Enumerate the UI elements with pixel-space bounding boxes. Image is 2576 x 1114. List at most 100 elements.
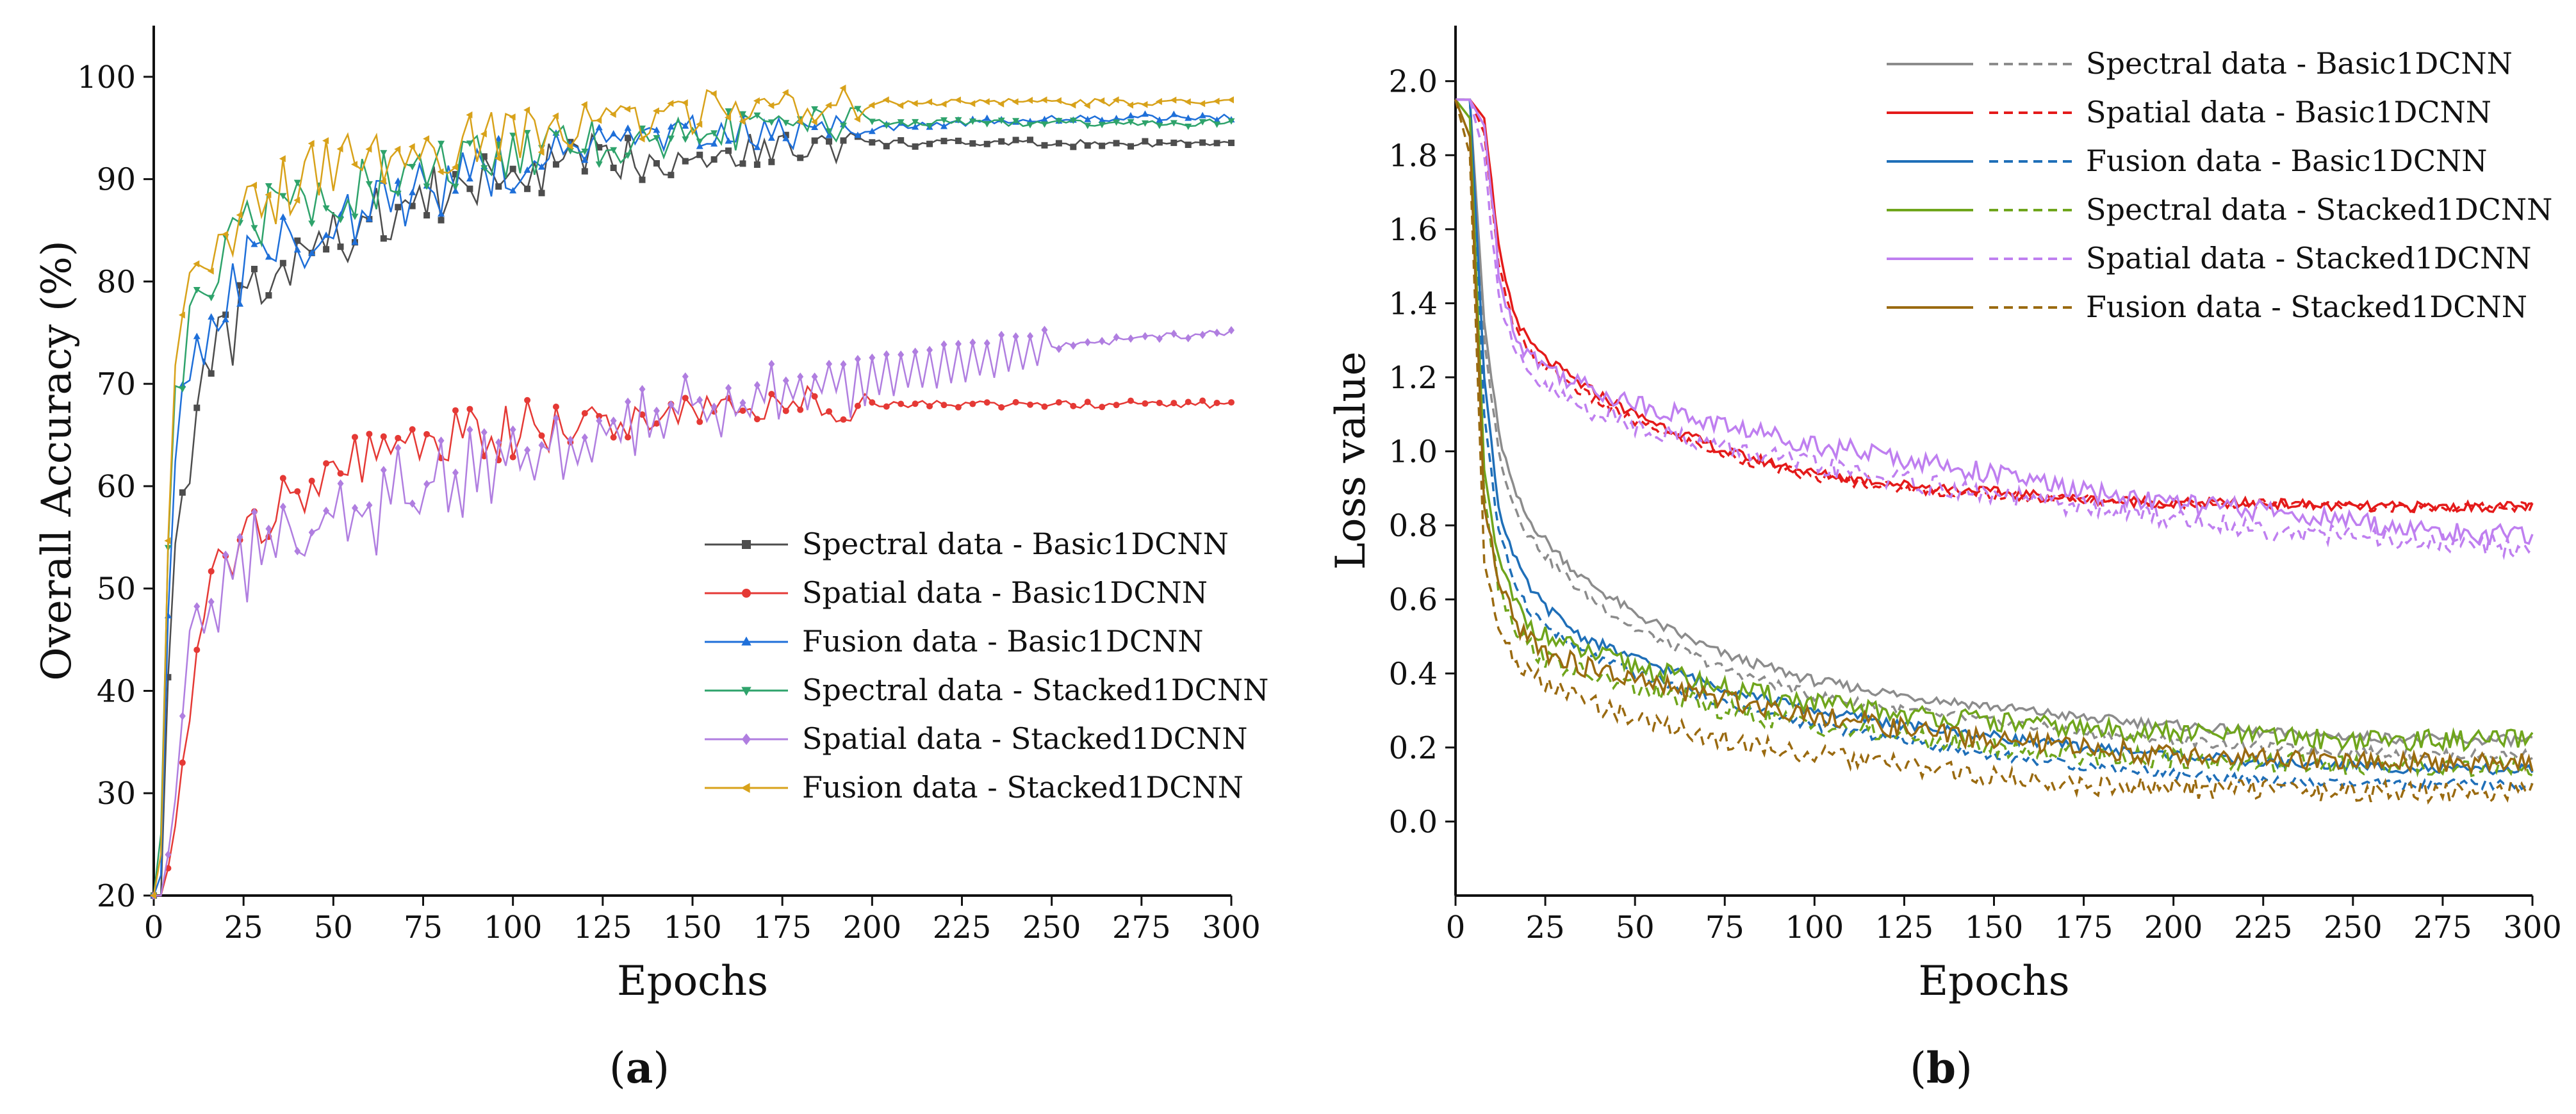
legend-marker (742, 540, 751, 549)
data-point (236, 300, 244, 307)
data-point (466, 185, 473, 192)
data-point (1041, 142, 1048, 149)
data-point (667, 100, 674, 108)
panel-a-x-tick-label: 250 (1022, 910, 1081, 946)
data-point (940, 340, 948, 349)
data-point (682, 158, 689, 165)
data-point (179, 386, 186, 393)
data-point (653, 420, 660, 427)
data-point (854, 131, 862, 138)
data-point (466, 425, 473, 434)
data-point (998, 331, 1005, 340)
data-point (1027, 401, 1034, 408)
data-point (1055, 140, 1062, 147)
series-dashed-line-spectral-data-stacked1dcnn (1454, 99, 2533, 778)
data-point (840, 360, 847, 369)
data-point (1156, 334, 1163, 343)
data-point (767, 102, 775, 110)
data-point (423, 430, 431, 438)
data-point (912, 119, 919, 126)
data-point (810, 118, 817, 126)
data-point (912, 400, 919, 407)
data-point (480, 428, 488, 437)
data-point (926, 98, 933, 106)
panel-b-y-tick-label: 1.8 (1389, 138, 1438, 174)
panel-b-y-tick-label: 0.6 (1389, 582, 1438, 618)
data-point (380, 235, 387, 242)
data-point (265, 191, 272, 199)
data-point (1099, 142, 1106, 149)
data-point (524, 397, 531, 404)
panel-b-x-tick-label: 125 (1875, 910, 1934, 946)
data-point (552, 161, 559, 168)
series-solid-line-spectral-data-stacked1dcnn (1454, 99, 2534, 753)
data-point (898, 350, 905, 359)
data-point (322, 137, 329, 145)
panel-b-x-axis-title: Epochs (1918, 958, 2069, 1005)
data-point (524, 446, 531, 455)
data-point (1141, 110, 1149, 117)
data-point (696, 151, 703, 158)
data-point (337, 243, 344, 250)
data-point (438, 210, 445, 217)
data-point (365, 145, 372, 153)
data-point (940, 100, 947, 108)
panel-a-x-axis-title: Epochs (617, 958, 768, 1005)
data-point (1170, 329, 1177, 338)
data-point (193, 602, 201, 611)
panel-a-y-tick-label: 20 (97, 878, 136, 914)
data-point (1055, 399, 1062, 406)
panel-a-y-tick-label: 70 (97, 366, 136, 402)
data-point (438, 436, 445, 445)
data-point (567, 436, 574, 445)
data-point (1170, 400, 1177, 407)
data-point (1199, 100, 1206, 108)
data-point (811, 137, 818, 144)
panel-b-x-tick-label: 25 (1526, 910, 1565, 946)
data-point (796, 118, 803, 126)
series-fusion-data-stacked1dcnn (1454, 99, 2534, 805)
data-point (1213, 140, 1220, 147)
data-point (538, 190, 545, 197)
data-point (1170, 96, 1177, 104)
data-point (768, 359, 775, 368)
data-point (1185, 123, 1192, 130)
data-point (193, 287, 201, 294)
data-point (208, 313, 215, 320)
data-point (1098, 117, 1106, 124)
data-point (250, 240, 258, 247)
data-point (1199, 397, 1206, 404)
data-point (639, 411, 646, 418)
data-point (1027, 332, 1034, 341)
data-point (1170, 120, 1177, 127)
data-point (1069, 117, 1077, 124)
data-point (725, 108, 732, 115)
data-point (682, 395, 689, 402)
data-point (495, 135, 502, 142)
data-point (409, 163, 416, 170)
panel-a-x-tick-label: 75 (404, 910, 443, 946)
data-point (336, 145, 343, 152)
data-point (581, 156, 589, 163)
data-point (524, 185, 531, 192)
data-point (653, 135, 660, 142)
data-point (437, 168, 444, 176)
data-point (940, 122, 948, 129)
legend-entry-spectral-data-stacked1dcnn: Spectral data - Stacked1DCNN (2086, 192, 2552, 227)
data-point (983, 399, 990, 406)
data-point (596, 416, 603, 425)
data-point (1199, 119, 1206, 126)
data-point (351, 213, 359, 220)
data-point (868, 119, 876, 126)
panel-a-y-tick-label: 30 (97, 776, 136, 812)
data-point (624, 152, 632, 160)
data-point (308, 249, 316, 256)
data-point (552, 112, 559, 120)
data-point (452, 468, 459, 477)
legend-entry-fusion-data-stacked1dcnn: Fusion data - Stacked1DCNN (2086, 290, 2527, 324)
panel-a-y-tick-label: 40 (97, 673, 136, 709)
data-point (1098, 97, 1105, 104)
data-point (394, 190, 402, 197)
data-point (969, 140, 976, 147)
data-point (1127, 101, 1134, 109)
